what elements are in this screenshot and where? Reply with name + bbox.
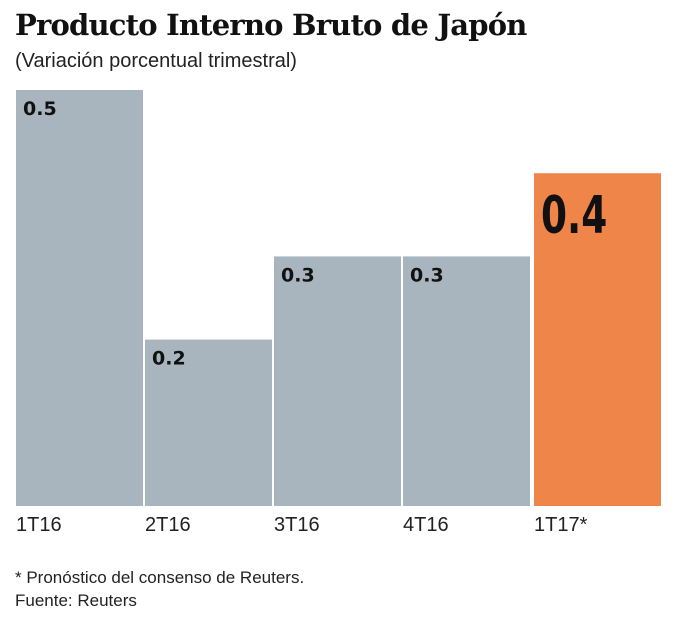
x-tick-label: 4T16 xyxy=(403,514,449,536)
bar-1T17* xyxy=(534,173,661,506)
bar-1T16 xyxy=(16,90,143,506)
data-label: 0.2 xyxy=(152,348,186,370)
chart-subtitle: (Variación porcentual trimestral) xyxy=(15,50,297,72)
data-label: 0.4 xyxy=(541,186,607,247)
data-label: 0.3 xyxy=(410,264,444,286)
x-tick-label: 1T16 xyxy=(16,514,62,536)
bar-4T16 xyxy=(403,256,530,506)
chart-title: Producto Interno Bruto de Japón xyxy=(15,8,527,42)
x-tick-label: 3T16 xyxy=(274,514,320,536)
x-tick-label: 2T16 xyxy=(145,514,191,536)
data-label: 0.3 xyxy=(281,264,315,286)
footnote: * Pronóstico del consenso de Reuters. xyxy=(15,568,305,587)
source-note: Fuente: Reuters xyxy=(15,591,137,610)
bar-2T16 xyxy=(145,339,272,506)
bar-3T16 xyxy=(274,256,401,506)
data-label: 0.5 xyxy=(23,98,57,120)
x-tick-label: 1T17* xyxy=(534,514,588,536)
